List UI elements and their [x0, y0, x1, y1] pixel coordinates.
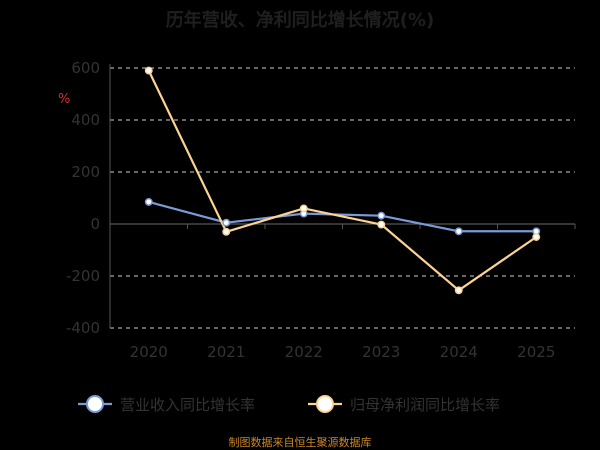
source-note: 制图数据来自恒生聚源数据库: [228, 436, 372, 449]
data-point-1: [377, 220, 386, 229]
x-tick-label: 2024: [440, 343, 478, 361]
legend-label: 营业收入同比增长率: [120, 396, 255, 414]
data-point-0: [222, 218, 231, 227]
x-tick-label: 2025: [517, 343, 555, 361]
legend-swatch-marker: [316, 395, 334, 413]
data-point-1: [454, 286, 463, 295]
x-tick-label: 2021: [207, 343, 245, 361]
chart-title: 历年营收、净利同比增长情况(%): [165, 10, 435, 31]
series-line-0: [148, 200, 537, 233]
y-tick-label: 0: [90, 215, 100, 233]
grid-lines: [110, 67, 575, 329]
series-lines: [147, 70, 537, 292]
data-point-0: [377, 211, 386, 220]
legend: 营业收入同比增长率 归母净利润同比增长率: [78, 395, 500, 414]
x-tick-label: 2023: [362, 343, 400, 361]
x-tick-label: 2020: [130, 343, 168, 361]
data-point-1: [299, 204, 308, 213]
y-axis-unit: %: [58, 92, 70, 107]
legend-swatch-marker: [86, 395, 104, 413]
x-tick-label: 2022: [285, 343, 323, 361]
data-point-0: [454, 227, 463, 236]
data-point-0: [144, 197, 153, 206]
data-point-1: [532, 233, 541, 241]
legend-label: 归母净利润同比增长率: [350, 396, 500, 414]
series-points: [144, 66, 541, 295]
axes: 600 400 200 0 -200 -400% 2020 2021 2022 2023 2024 2…: [58, 59, 576, 361]
data-point-1: [222, 227, 231, 236]
y-tick-label: 200: [71, 163, 100, 181]
series-line-1: [147, 70, 537, 292]
y-tick-label: -400: [66, 319, 100, 337]
y-tick-label: 400: [71, 111, 100, 129]
y-tick-label: 600: [71, 59, 100, 77]
data-point-1: [144, 66, 153, 75]
y-tick-label: -200: [66, 267, 100, 285]
